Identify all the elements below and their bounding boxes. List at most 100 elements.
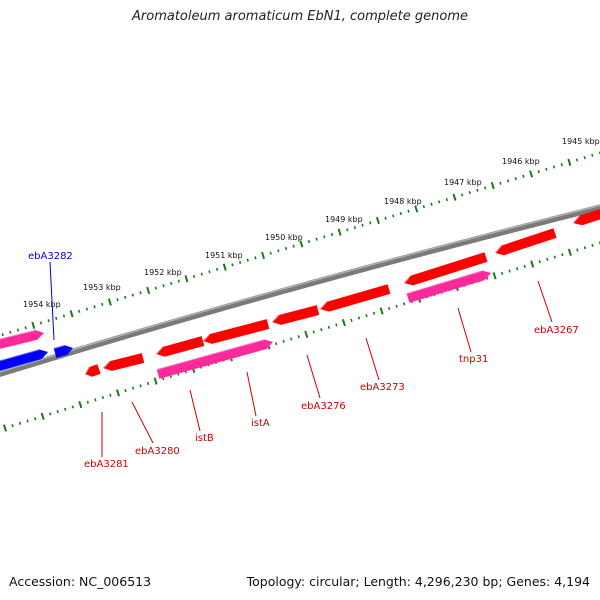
- gene-arrow-pink[interactable]: [156, 338, 273, 379]
- inner-track-tick: [320, 328, 323, 332]
- outer-track-tick: [16, 328, 20, 332]
- outer-track-tick: [591, 153, 594, 157]
- outer-track-tick: [9, 330, 12, 334]
- kbp-label: 1949 kbp: [325, 215, 363, 224]
- leader-line: [537, 280, 553, 323]
- gene-arrow-blue[interactable]: [0, 348, 48, 371]
- inner-track-tick: [56, 410, 59, 414]
- gene-label-ebA3273[interactable]: ebA3273: [360, 382, 405, 393]
- inner-track-tick: [26, 419, 29, 423]
- inner-track-tick: [131, 386, 135, 390]
- gene-label-tnp31[interactable]: tnp31: [459, 354, 488, 365]
- outer-track-tick: [583, 156, 586, 160]
- gene-label-istA[interactable]: istA: [251, 418, 270, 429]
- outer-track-tick: [69, 310, 74, 318]
- inner-track-tick: [583, 246, 587, 250]
- gene-arrow-red[interactable]: [319, 284, 391, 312]
- label-leader-lines: [49, 261, 553, 457]
- inner-track-tick: [71, 405, 74, 409]
- gene-arrow-blue[interactable]: [53, 344, 73, 358]
- leader-line: [131, 401, 154, 444]
- outer-track-tick: [1, 333, 4, 337]
- outer-track-tick: [93, 305, 96, 309]
- outer-track-tick: [254, 256, 257, 260]
- outer-track-tick: [277, 249, 280, 253]
- outer-track-tick: [560, 163, 563, 167]
- outer-track-tick: [146, 286, 151, 295]
- kbp-label: 1954 kbp: [23, 300, 61, 309]
- gene-arrow-red[interactable]: [403, 252, 488, 286]
- inner-track-tick: [3, 424, 7, 432]
- kbp-label: 1951 kbp: [205, 251, 243, 260]
- outer-track-tick: [490, 181, 495, 190]
- outer-track-tick: [575, 158, 579, 162]
- outer-dotted-track: [1, 151, 600, 337]
- leader-line: [306, 354, 321, 399]
- outer-track-tick: [299, 240, 304, 248]
- outer-track-tick: [337, 228, 342, 236]
- leader-line: [246, 371, 257, 417]
- gene-arrow-pink[interactable]: [0, 329, 44, 350]
- inner-track-tick: [350, 318, 353, 322]
- inner-track-tick: [492, 272, 497, 280]
- outer-track-tick: [545, 167, 548, 171]
- inner-track-tick: [530, 260, 535, 268]
- gene-arrow-red[interactable]: [155, 336, 205, 357]
- gene-arrow-red[interactable]: [102, 353, 145, 371]
- outer-track-tick: [47, 319, 50, 323]
- gene-arrow-red[interactable]: [202, 319, 270, 344]
- inner-track-tick: [304, 330, 309, 338]
- inner-track-tick: [282, 339, 285, 343]
- inner-track-tick: [109, 393, 112, 397]
- gene-arrow-red[interactable]: [572, 208, 600, 226]
- gene-label-istB[interactable]: istB: [195, 433, 214, 444]
- inner-track-tick: [153, 377, 158, 385]
- inner-track-tick: [327, 325, 331, 329]
- outer-track-tick: [131, 293, 135, 297]
- inner-track-tick: [567, 248, 572, 257]
- inner-track-tick: [538, 260, 541, 264]
- gene-labels: ebA3282 ebA3281 ebA3280 istB istA ebA3276 ebA3…: [28, 251, 579, 470]
- outer-track-tick: [307, 239, 311, 244]
- leader-line: [457, 307, 472, 353]
- gene-label-ebA3282[interactable]: ebA3282: [28, 251, 73, 262]
- gene-arrow-red[interactable]: [271, 305, 320, 325]
- outer-track-tick: [407, 209, 410, 213]
- inner-track-tick: [365, 314, 368, 318]
- inner-track-tick: [553, 255, 556, 259]
- outer-track-tick: [476, 188, 479, 192]
- gene-arrow-pink[interactable]: [406, 269, 491, 303]
- outer-track-tick: [323, 235, 326, 239]
- outer-track-tick: [438, 200, 441, 204]
- inner-track-tick: [115, 389, 120, 397]
- inner-track-tick: [49, 412, 52, 416]
- inner-track-tick: [576, 248, 579, 252]
- inner-track-tick: [357, 316, 361, 320]
- outer-track-tick: [39, 321, 43, 325]
- inner-track-tick: [312, 330, 315, 334]
- inner-track-tick: [515, 267, 519, 271]
- outer-track-tick: [200, 272, 203, 276]
- gene-label-ebA3276[interactable]: ebA3276: [301, 401, 346, 412]
- inner-track-tick: [33, 417, 37, 421]
- inner-track-tick: [94, 398, 97, 402]
- gene-label-ebA3267[interactable]: ebA3267: [534, 325, 579, 336]
- inner-track-tick: [124, 388, 127, 393]
- outer-track-tick: [62, 314, 66, 318]
- outer-track-tick: [139, 291, 142, 295]
- inner-track-tick: [561, 253, 564, 257]
- outer-track-tick: [208, 270, 211, 274]
- kbp-label: 1948 kbp: [384, 197, 422, 206]
- gene-label-ebA3281[interactable]: ebA3281: [84, 459, 129, 470]
- outer-track-tick: [369, 221, 372, 225]
- outer-track-tick: [460, 193, 464, 197]
- outer-track-tick: [392, 214, 395, 218]
- outer-track-tick: [315, 237, 318, 241]
- gene-label-ebA3280[interactable]: ebA3280: [135, 446, 180, 457]
- outer-track-tick: [506, 179, 510, 183]
- inner-track-tick: [161, 377, 165, 381]
- gene-arrow-red[interactable]: [494, 228, 557, 256]
- kbp-scale-labels: 1954 kbp 1953 kbp 1952 kbp 1951 kbp 1950 kbp…: [23, 137, 600, 309]
- gene-arrow-red[interactable]: [84, 364, 101, 377]
